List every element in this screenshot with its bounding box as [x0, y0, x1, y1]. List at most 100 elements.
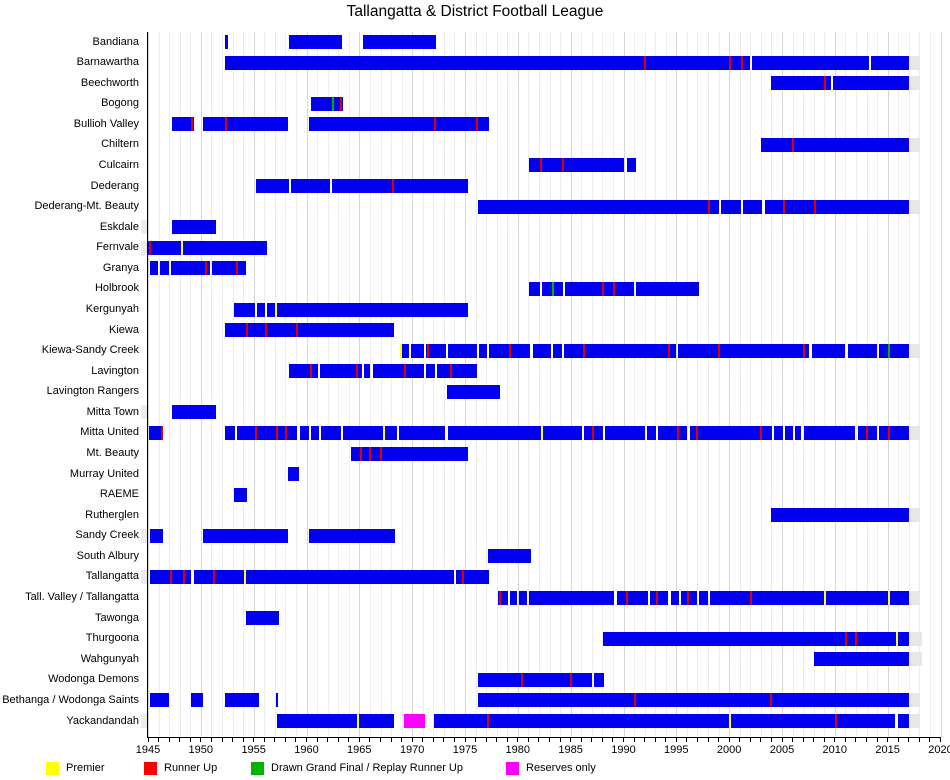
bar-segment	[299, 425, 310, 440]
x-axis-tick	[496, 738, 498, 742]
red-stripe-marker	[696, 425, 699, 440]
gridline	[433, 32, 435, 737]
team-label: Bogong	[101, 97, 139, 110]
red-stripe-marker	[759, 425, 762, 440]
bar-segment	[170, 261, 210, 276]
red-stripe-marker	[434, 117, 437, 132]
gridline	[834, 32, 836, 737]
red-stripe-marker	[508, 343, 511, 358]
bar-segment	[288, 364, 318, 379]
red-stripe-marker	[792, 137, 795, 152]
green-stripe-marker	[551, 281, 554, 296]
bar-segment	[448, 343, 477, 358]
x-axis-tick	[654, 738, 656, 742]
gridline	[898, 32, 900, 737]
bar-segment	[909, 199, 921, 214]
gridline	[422, 32, 424, 737]
bar-segment	[276, 714, 395, 728]
x-axis-tick	[887, 738, 889, 742]
x-axis-tick	[855, 738, 857, 742]
bar-segment	[477, 199, 720, 214]
bar-segment	[202, 117, 289, 132]
bar-segment	[795, 425, 802, 440]
red-stripe-marker	[591, 425, 594, 440]
team-label: Yackandandah	[66, 714, 139, 727]
bar-segment	[909, 343, 921, 358]
bar-segment	[626, 158, 636, 173]
team-label: Kiewa	[109, 323, 139, 336]
bar-segment	[150, 261, 158, 276]
yellow-stripe-marker	[887, 590, 890, 605]
gridline	[190, 32, 192, 737]
red-stripe-marker	[824, 76, 827, 91]
red-stripe-marker	[854, 631, 857, 646]
bar-segment	[172, 117, 195, 132]
x-axis-tick	[749, 738, 751, 742]
x-axis-tick	[432, 738, 434, 742]
bar-segment	[909, 652, 923, 667]
red-stripe-marker	[254, 425, 257, 440]
bar-segment	[897, 714, 910, 728]
bar-segment	[670, 590, 679, 605]
bar-segment	[564, 343, 676, 358]
bar-segment	[372, 364, 425, 379]
gridline	[813, 32, 815, 737]
bar-segment	[332, 179, 468, 193]
bar-segment	[426, 364, 435, 379]
red-stripe-marker	[499, 590, 502, 605]
legend-label: Premier	[66, 762, 105, 774]
bar-segment	[202, 528, 289, 543]
x-axis-tick	[306, 738, 307, 742]
team-label: Tawonga	[94, 611, 139, 624]
x-axis-tick	[274, 738, 276, 742]
gridline	[908, 32, 910, 737]
x-axis-tick	[866, 738, 867, 742]
red-stripe-marker	[225, 117, 228, 132]
x-axis-tick	[380, 738, 381, 742]
red-stripe-marker	[404, 364, 407, 379]
green-stripe-marker	[331, 96, 334, 111]
bar-segment	[191, 693, 203, 708]
gridline	[486, 32, 488, 737]
bar-segment	[771, 508, 910, 523]
red-stripe-marker	[204, 261, 207, 276]
x-axis-tick	[401, 738, 403, 742]
bar-segment	[257, 302, 265, 317]
bar-segment	[677, 343, 810, 358]
red-stripe-marker	[729, 55, 732, 70]
red-stripe-marker	[770, 693, 773, 708]
x-axis-tick	[348, 738, 350, 742]
gridline	[602, 32, 604, 737]
gridline	[369, 32, 371, 737]
bar-segment	[635, 281, 699, 296]
red-stripe-marker	[392, 179, 395, 193]
red-stripe-marker	[613, 281, 615, 296]
bar-segment	[364, 364, 371, 379]
gridline	[222, 32, 223, 737]
red-stripe-marker	[475, 117, 478, 132]
red-stripe-marker	[625, 590, 628, 605]
x-tick-label: 1980	[505, 744, 531, 756]
red-stripe-marker	[462, 569, 465, 584]
red-stripe-marker	[783, 199, 786, 214]
red-stripe-marker	[182, 569, 185, 584]
x-axis-tick	[918, 738, 920, 742]
bar-segment	[488, 549, 532, 564]
team-label: Chiltern	[101, 138, 139, 151]
gridline	[454, 32, 456, 737]
bar-segment	[529, 281, 540, 296]
x-axis-tick	[834, 738, 836, 742]
bar-segment	[909, 425, 921, 440]
gridline	[803, 32, 805, 737]
team-label: Wahgunyah	[80, 652, 139, 665]
bar-segment	[308, 117, 489, 132]
x-axis-tick	[728, 738, 730, 742]
red-stripe-marker	[667, 343, 670, 358]
bar-segment	[225, 693, 259, 708]
team-label: Granya	[102, 261, 139, 274]
team-label: Holbrook	[94, 282, 139, 295]
bar-segment	[871, 55, 910, 70]
bar-segment	[532, 343, 551, 358]
red-stripe-marker	[677, 425, 680, 440]
bar-segment	[909, 508, 921, 523]
